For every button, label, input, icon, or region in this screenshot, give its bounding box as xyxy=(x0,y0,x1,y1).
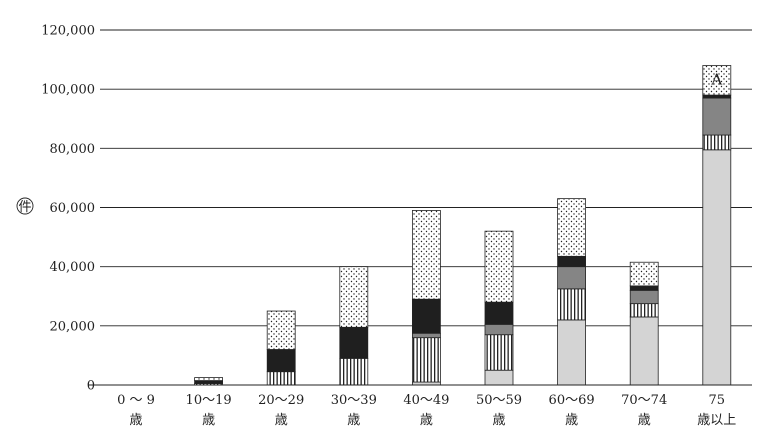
bar-segment-vertical-stripes xyxy=(266,371,296,386)
bar-stack xyxy=(266,310,296,386)
x-tick-label: 75 xyxy=(709,393,726,408)
bar-stack xyxy=(411,210,441,386)
bar-segment-vertical-stripes xyxy=(557,288,586,321)
y-tick-label: 60,000 xyxy=(50,201,96,216)
bar-segment-dots xyxy=(194,377,224,381)
bar-stack: A xyxy=(702,65,732,386)
bar-segment-vertical-stripes xyxy=(411,337,441,383)
y-tick-label: 40,000 xyxy=(50,260,96,275)
bar-segment-gray xyxy=(702,97,732,136)
bar-segment-black xyxy=(629,285,659,291)
bar-segment-vertical-stripes xyxy=(484,334,514,371)
y-axis-ticks: 0 20,000 40,000 60,000 80,000 100,000 120,000 xyxy=(41,24,95,394)
bar-stack xyxy=(484,230,514,386)
bars: A xyxy=(194,65,732,386)
bar-stack xyxy=(194,377,224,386)
y-tick-label: 80,000 xyxy=(50,142,96,157)
bar-stack xyxy=(557,198,586,386)
x-tick-label: 30～39 xyxy=(331,393,377,408)
bar-segment-black xyxy=(411,298,441,334)
y-axis-label: 件 xyxy=(16,197,34,215)
x-tick-label: 40～49 xyxy=(403,393,449,408)
y-axis-label-circle xyxy=(16,197,34,215)
bar-segment-black xyxy=(266,349,296,373)
bar-stack xyxy=(339,266,369,386)
y-tick-label: 20,000 xyxy=(50,319,96,334)
x-tick-label: 60～69 xyxy=(549,393,595,408)
bar-segment-dots xyxy=(484,230,514,303)
y-tick-label: 120,000 xyxy=(41,24,95,39)
bar-segment-black xyxy=(339,326,369,359)
x-tick-label-unit: 歳以上 xyxy=(697,413,736,428)
x-tick-label-unit: 歳 xyxy=(129,413,142,428)
bar-segment-vertical-stripes xyxy=(339,357,369,386)
x-tick-label-unit: 歳 xyxy=(202,413,215,428)
bar-stack xyxy=(629,261,659,386)
x-tick-label-unit: 歳 xyxy=(347,413,360,428)
bar-segment-black xyxy=(484,301,514,325)
bar-segment-dots xyxy=(629,261,659,287)
bar-segment-light-gray xyxy=(702,149,732,386)
bar-segment-light-gray xyxy=(629,316,659,386)
bar-segment-dots xyxy=(266,310,296,350)
bar-segment-vertical-stripes xyxy=(629,303,659,318)
bar-segment-vertical-stripes xyxy=(702,134,732,151)
x-tick-label-unit: 歳 xyxy=(275,413,288,428)
x-tick-label: 70～74 xyxy=(621,393,667,408)
bar-segment-black xyxy=(557,255,586,268)
x-tick-label-unit: 歳 xyxy=(565,413,578,428)
bar-segment-dots xyxy=(557,198,586,257)
x-axis-ticks: 0 ～ 9 歳 10～19 歳 20～29 歳 30～39 歳 40～49 歳 50～59 歳 60～6… xyxy=(117,393,736,428)
x-tick-label-unit: 歳 xyxy=(492,413,505,428)
x-tick-label-unit: 歳 xyxy=(420,413,433,428)
bar-segment-black xyxy=(194,380,224,384)
bar-segment-light-gray xyxy=(557,319,586,386)
y-tick-label: 100,000 xyxy=(41,83,95,98)
x-tick-label: 50～59 xyxy=(476,393,522,408)
y-axis-label-text: 件 xyxy=(18,200,31,215)
bar-segment-gray xyxy=(557,266,586,290)
x-tick-label: 0 ～ 9 xyxy=(117,393,155,408)
y-tick-label: 0 xyxy=(87,379,95,394)
bar-segment-dots xyxy=(411,210,441,300)
bar-segment-gray xyxy=(629,289,659,305)
bar-segment-gray xyxy=(411,332,441,339)
x-tick-label-unit: 歳 xyxy=(638,413,651,428)
bar-segment-gray xyxy=(484,323,514,336)
bar-segment-dots xyxy=(339,266,369,328)
bar-segment-black xyxy=(702,94,732,99)
bar-segment-light-gray xyxy=(484,369,514,386)
bar-segment-dots xyxy=(702,65,732,96)
bar-annotation: A xyxy=(710,71,722,89)
x-tick-label: 20～29 xyxy=(258,393,304,408)
x-tick-label: 10～19 xyxy=(186,393,232,408)
